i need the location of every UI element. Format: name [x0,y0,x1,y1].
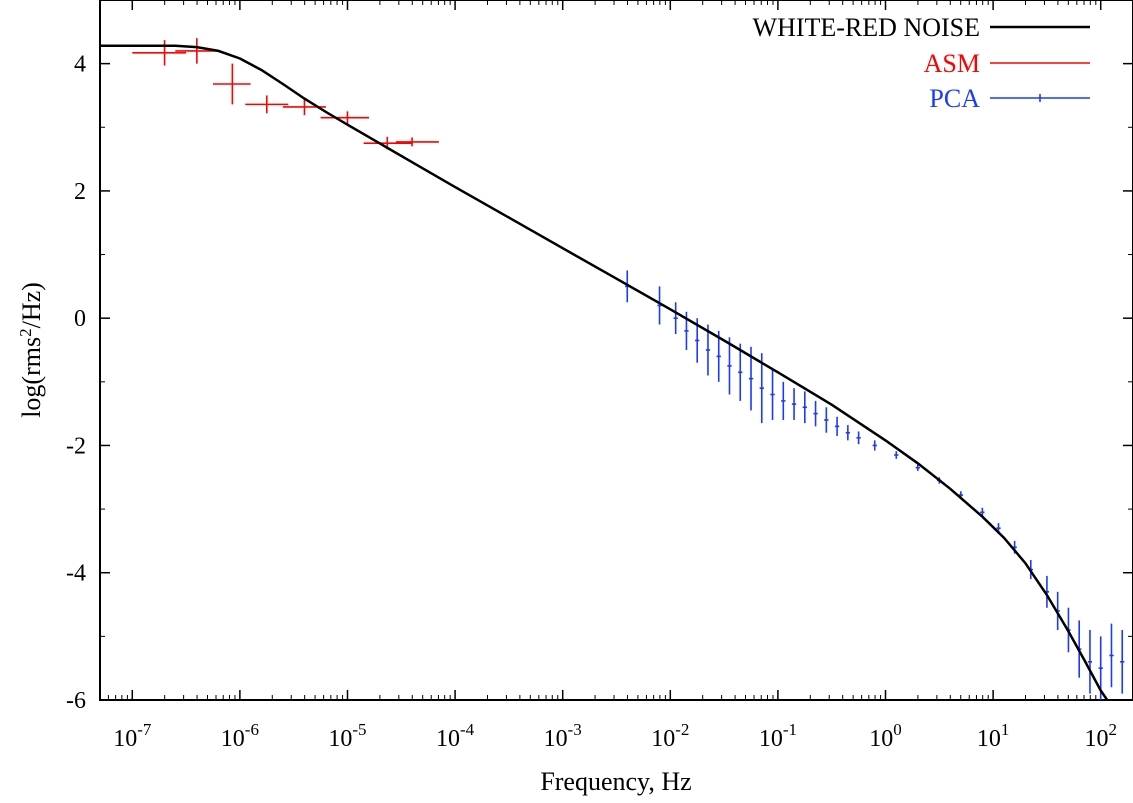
data-point [791,388,797,420]
data-point [894,451,899,459]
x-tick-power: 2 [1108,720,1117,739]
x-tick-power: -7 [137,720,152,739]
y-tick-label: 2 [74,179,86,205]
y-axis-label: log(rms2/Hz) [16,282,47,418]
y-tick-label: 4 [74,52,86,78]
data-point [395,137,439,147]
y-axis: -6 -4 -2 0 2 4 [66,52,1133,714]
x-tick-power: -3 [568,720,582,739]
data-point [759,353,764,424]
x-tick-label: 10-6 [221,720,259,752]
x-tick-power: 1 [1001,720,1010,739]
legend-label: PCA [929,84,980,113]
data-point [727,337,732,395]
x-axis: 10-7 10-6 10-5 10-4 10-3 10-2 10-1 100 101 102 [107,0,1117,752]
x-tick-base: 10 [544,726,568,752]
x-tick-label: 100 [869,720,902,752]
series-asm [132,38,439,150]
data-point [1109,623,1114,688]
y-axis-label-superscript: 2 [16,328,35,337]
data-point [1087,630,1093,694]
y-tick-label: -4 [66,561,86,587]
x-tick-power: -5 [352,720,366,739]
data-point [872,440,877,451]
data-point [824,407,829,433]
x-tick-base: 10 [221,726,245,752]
data-point [856,431,861,445]
x-tick-label: 10-7 [113,720,152,752]
x-tick-label: 10-5 [328,720,366,752]
y-tick-label: -6 [66,688,86,714]
x-tick-base: 10 [1084,726,1108,752]
y-axis-label-unit: /Hz) [17,282,46,328]
model-curve [100,44,1109,700]
data-point [845,425,851,441]
data-point [716,330,721,382]
x-tick-label: 10-1 [759,720,797,752]
legend-label: ASM [924,49,980,78]
data-point [770,369,775,420]
data-point [781,381,786,420]
legend-label: WHITE-RED NOISE [753,13,980,42]
x-tick-label: 10-3 [544,720,582,752]
y-tick-label: -2 [66,433,86,459]
data-point [1120,630,1125,694]
x-tick-base: 10 [759,726,783,752]
x-tick-label: 10-4 [436,720,475,752]
data-point [802,391,807,424]
x-tick-label: 102 [1084,720,1117,752]
data-point [132,40,187,66]
data-point [673,302,678,335]
data-point [320,111,370,125]
data-point [245,95,289,114]
x-tick-base: 10 [436,726,460,752]
x-tick-base: 10 [869,726,893,752]
x-tick-power: -4 [460,720,475,739]
data-point [813,400,818,427]
x-tick-base: 10 [977,726,1001,752]
legend: WHITE-RED NOISE ASM PCA [753,13,1090,113]
x-tick-power: 0 [893,720,902,739]
x-tick-base: 10 [651,726,675,752]
x-tick-base: 10 [328,726,352,752]
plot-frame [99,0,1133,701]
x-axis-label: Frequency, Hz [540,767,691,796]
data-point [738,343,743,401]
x-tick-power: -6 [245,720,259,739]
data-point [212,63,251,105]
x-tick-label: 10-2 [651,720,689,752]
plot-area [100,38,1125,700]
x-tick-base: 10 [113,726,137,752]
y-axis-label-main: log(rms [17,337,46,418]
data-point [834,416,840,436]
x-tick-power: -1 [783,720,797,739]
data-point [657,286,662,325]
series-white-red-noise [100,44,1109,700]
x-tick-label: 101 [977,720,1010,752]
x-tick-power: -2 [675,720,689,739]
data-point [705,324,711,376]
data-point [915,464,920,471]
y-tick-label: 0 [74,306,86,332]
data-point [175,38,219,64]
